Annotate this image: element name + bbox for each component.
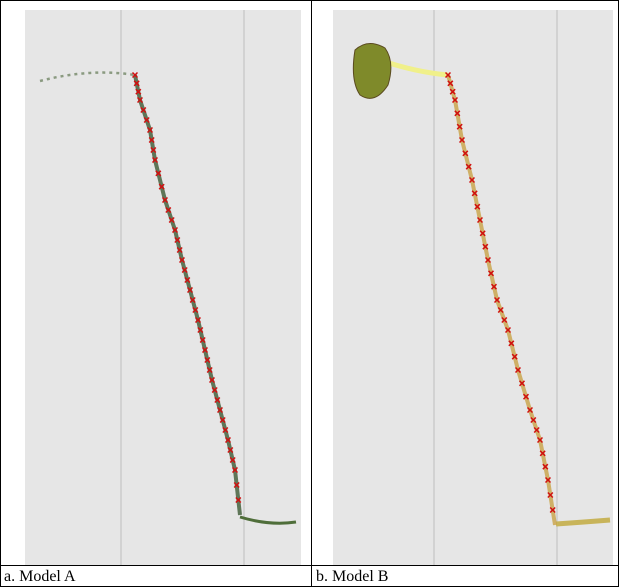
figure-canvas xyxy=(0,0,619,587)
caption: a. Model A xyxy=(4,566,76,587)
caption: b. Model B xyxy=(316,566,388,587)
figure: a. Model A b. Model B xyxy=(0,0,619,587)
viewport-a xyxy=(25,10,301,565)
